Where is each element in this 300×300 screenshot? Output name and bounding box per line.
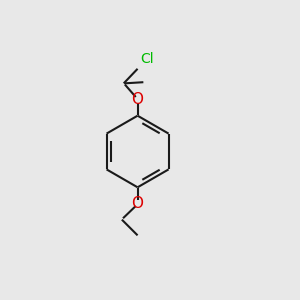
Text: O: O bbox=[132, 92, 144, 107]
Text: Cl: Cl bbox=[140, 52, 154, 67]
Text: O: O bbox=[132, 196, 144, 211]
